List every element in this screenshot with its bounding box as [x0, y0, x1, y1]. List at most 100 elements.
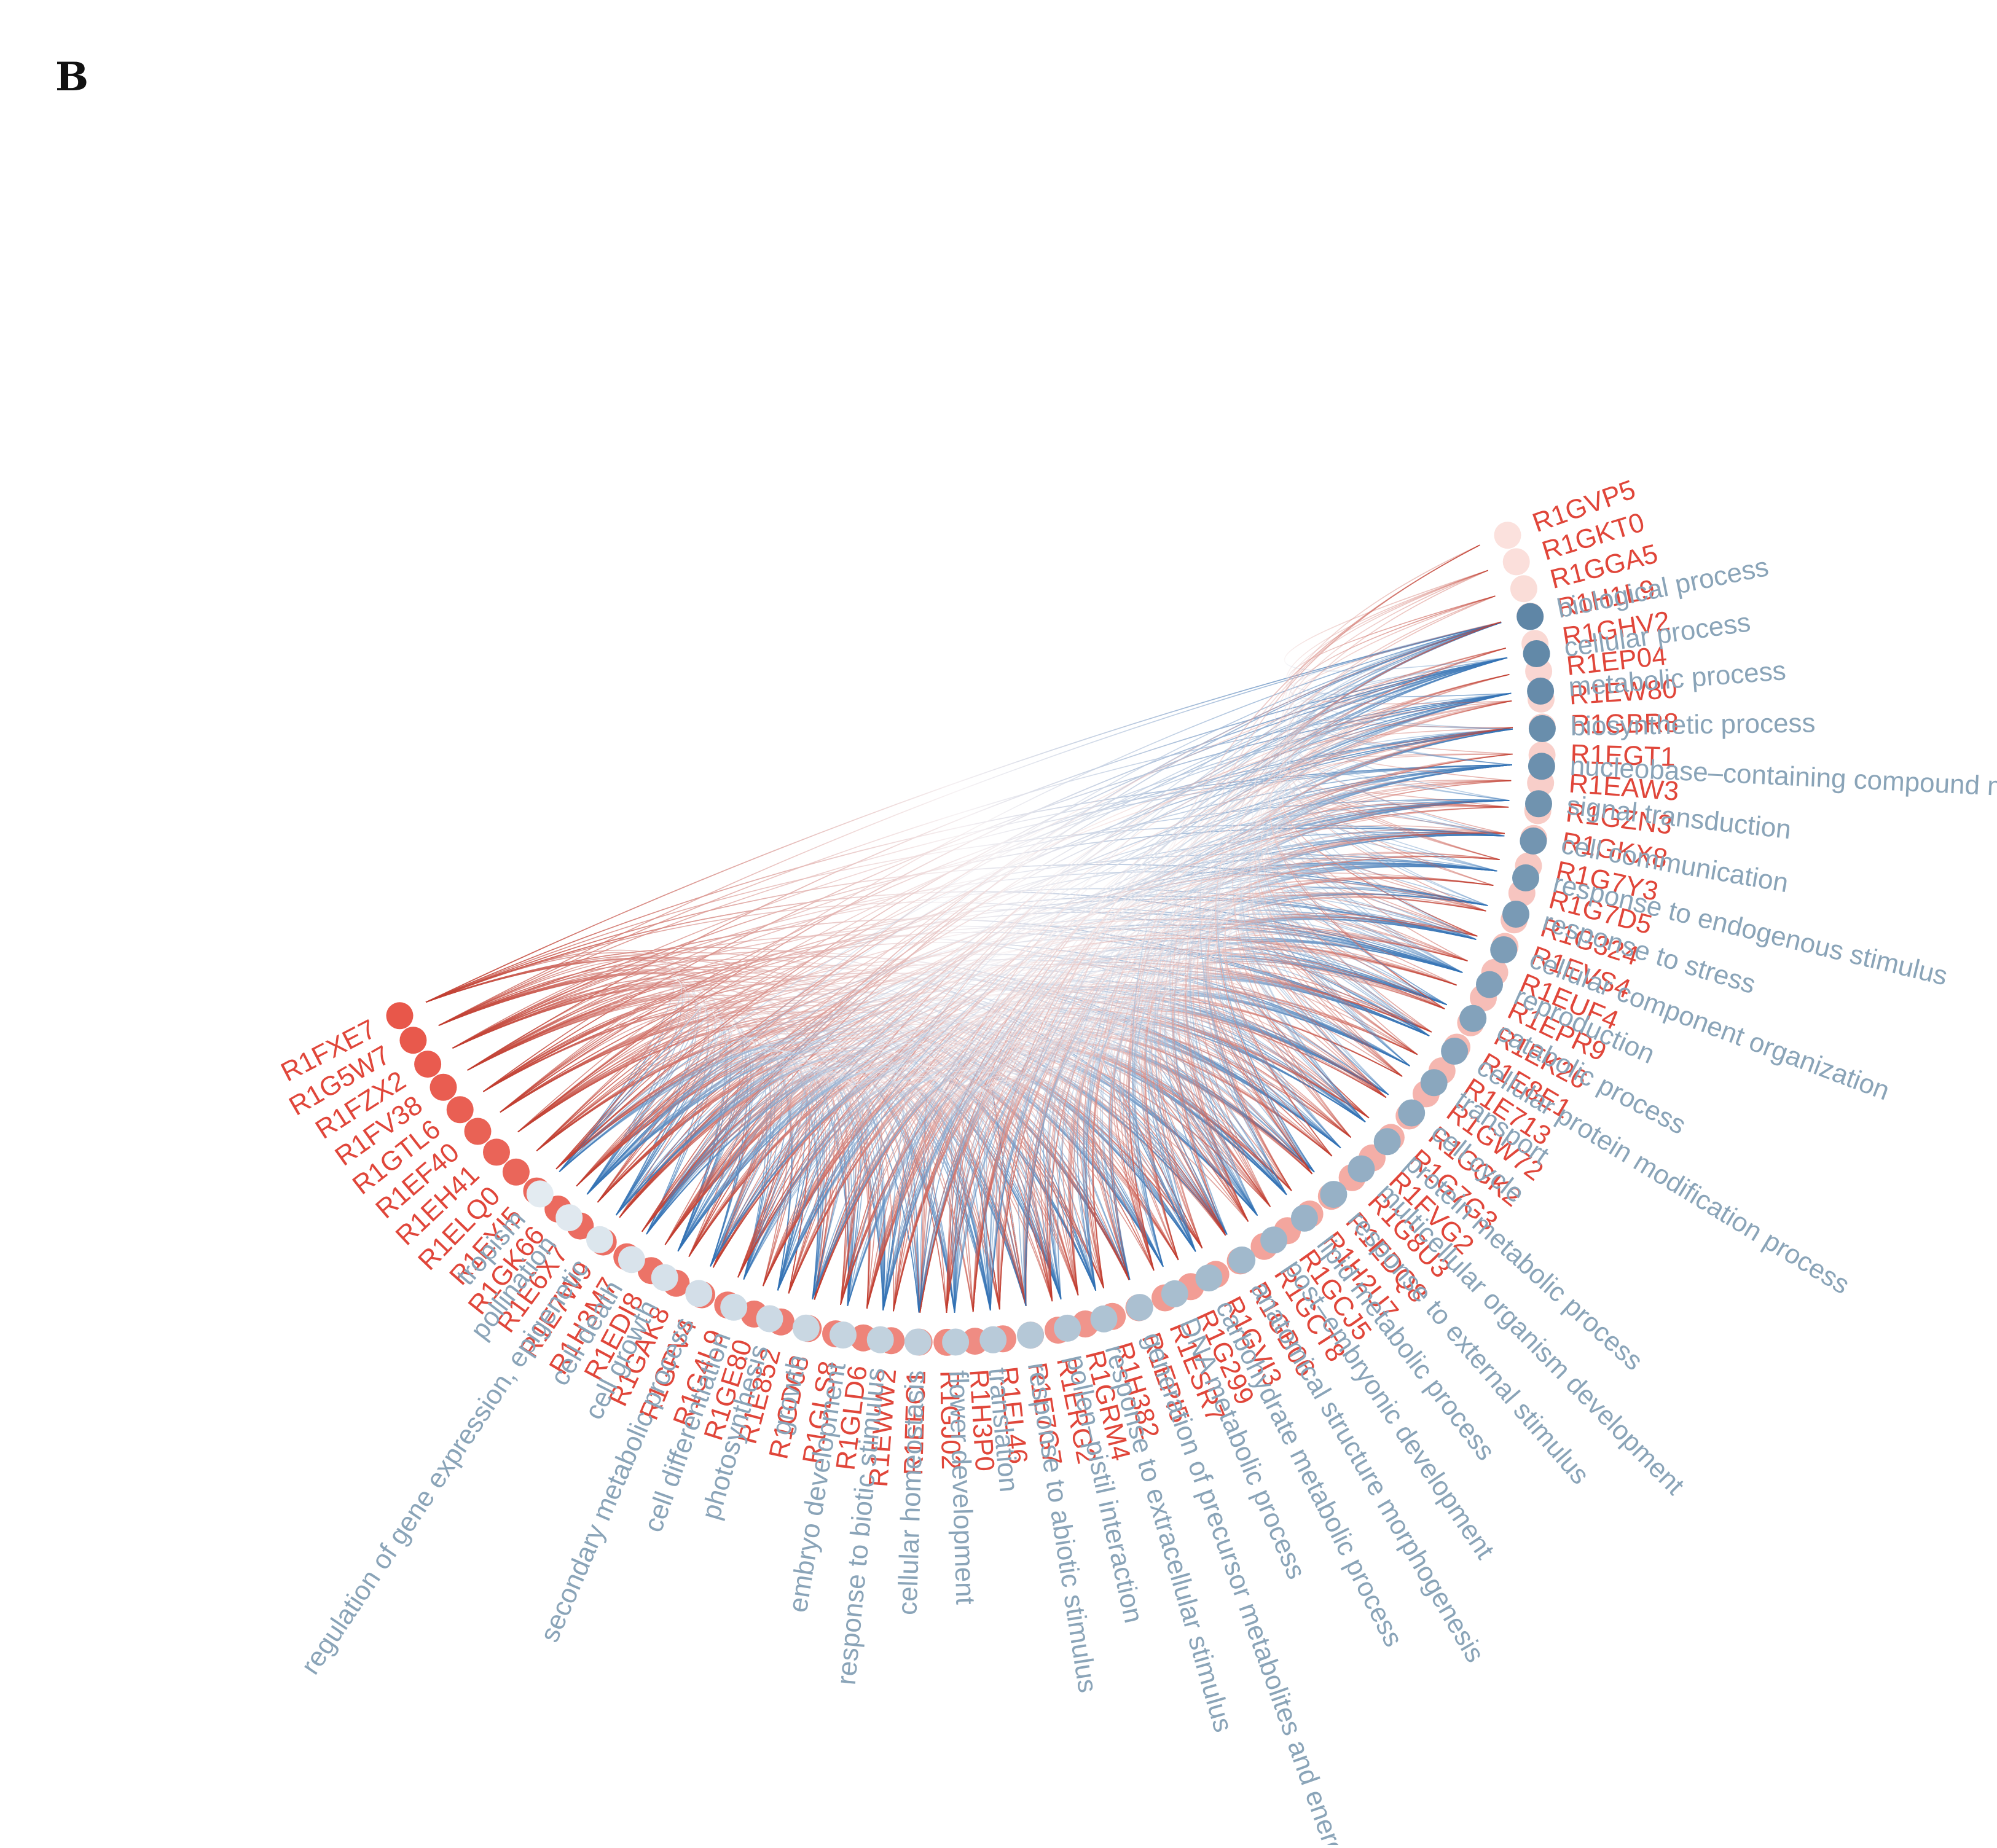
- network-link: [1150, 1019, 1313, 1216]
- go-term-node[interactable]: [618, 1246, 645, 1274]
- go-term-node[interactable]: [651, 1264, 678, 1291]
- gene-node[interactable]: [430, 1073, 457, 1101]
- network-link: [763, 1081, 1062, 1300]
- network-link: [712, 1069, 809, 1280]
- go-term-node[interactable]: [1161, 1280, 1188, 1307]
- network-link: [1272, 544, 1480, 940]
- go-term-node[interactable]: [1520, 827, 1547, 855]
- go-term-node[interactable]: [866, 1326, 894, 1353]
- gene-label: R1H3P0: [963, 1368, 1000, 1472]
- go-term-node[interactable]: [1320, 1181, 1348, 1208]
- go-term-node[interactable]: [1459, 1004, 1487, 1032]
- go-term-node[interactable]: [792, 1314, 820, 1342]
- gene-node[interactable]: [502, 1158, 530, 1186]
- go-term-node[interactable]: [1528, 715, 1556, 742]
- network-link: [646, 965, 1432, 1235]
- go-term-node[interactable]: [904, 1328, 932, 1356]
- network-link: [1278, 570, 1489, 906]
- network-link: [743, 1075, 1105, 1289]
- gene-node[interactable]: [446, 1096, 474, 1124]
- network-link: [438, 918, 1430, 1036]
- gene-node[interactable]: [386, 1002, 414, 1030]
- go-term-node[interactable]: [555, 1204, 583, 1232]
- go-term-node[interactable]: [1017, 1321, 1044, 1349]
- gene-node[interactable]: [1510, 575, 1537, 603]
- network-link: [866, 692, 1512, 1309]
- network-link: [688, 1069, 818, 1291]
- network-link: [918, 1020, 1370, 1313]
- gene-label: R1EW80: [1568, 674, 1678, 711]
- gene-node[interactable]: [1494, 522, 1521, 549]
- network-link: [536, 764, 1512, 1151]
- network-link: [1269, 657, 1508, 1009]
- network-link: [1132, 544, 1480, 1267]
- go-term-node[interactable]: [979, 1326, 1007, 1353]
- go-term-node[interactable]: [1527, 677, 1555, 705]
- go-term-node[interactable]: [720, 1293, 748, 1321]
- go-term-node[interactable]: [1090, 1305, 1118, 1333]
- gene-node[interactable]: [399, 1027, 427, 1054]
- network-link: [1146, 984, 1410, 1249]
- network-link: [954, 832, 1505, 1313]
- go-term-node[interactable]: [1516, 603, 1544, 630]
- go-term-node[interactable]: [1476, 971, 1503, 998]
- go-term-node[interactable]: [586, 1226, 613, 1253]
- network-link: [646, 1066, 870, 1309]
- network-link: [517, 622, 1502, 1133]
- network-link: [425, 901, 1447, 1006]
- network-link: [467, 942, 1410, 1071]
- go-term-node[interactable]: [1420, 1069, 1448, 1097]
- go-term-node[interactable]: [1228, 1246, 1256, 1274]
- go-term-node[interactable]: [1398, 1099, 1426, 1127]
- network-link: [710, 1078, 1000, 1310]
- network-link: [1024, 988, 1418, 1306]
- network-link: [500, 992, 697, 1195]
- network-link: [1247, 830, 1505, 1098]
- panel-label: B: [55, 54, 89, 100]
- network-link: [1083, 947, 1457, 1291]
- go-term-node[interactable]: [1441, 1038, 1469, 1065]
- go-term-node[interactable]: [526, 1180, 554, 1208]
- gene-node[interactable]: [464, 1118, 492, 1145]
- network-link: [1285, 570, 1513, 730]
- go-term-node[interactable]: [1126, 1294, 1153, 1321]
- go-term-node[interactable]: [830, 1321, 857, 1349]
- network-link: [847, 1070, 1203, 1306]
- go-term-node[interactable]: [756, 1305, 783, 1333]
- network-link: [1051, 1026, 1352, 1300]
- go-term-node[interactable]: [942, 1328, 970, 1356]
- go-term-node[interactable]: [1373, 1128, 1401, 1156]
- go-term-node[interactable]: [1512, 864, 1539, 891]
- network-link: [616, 892, 1486, 1216]
- network-link: [1207, 931, 1457, 1173]
- network-link: [1274, 621, 1502, 973]
- go-term-node[interactable]: [1260, 1226, 1288, 1254]
- network-link: [1207, 800, 1510, 1191]
- network-link: [586, 1038, 758, 1257]
- network-link: [677, 1064, 1130, 1280]
- go-term-node[interactable]: [1195, 1264, 1223, 1292]
- gene-node[interactable]: [483, 1138, 510, 1166]
- go-term-node[interactable]: [1525, 790, 1552, 818]
- go-term-node[interactable]: [1523, 640, 1550, 667]
- network-link: [1257, 674, 1510, 1067]
- network-link: [536, 1006, 706, 1195]
- go-term-node[interactable]: [1502, 901, 1529, 928]
- network-link: [882, 780, 1512, 1311]
- go-term-node[interactable]: [1054, 1314, 1081, 1342]
- go-term-node[interactable]: [1290, 1204, 1318, 1232]
- go-term-node[interactable]: [1528, 753, 1555, 780]
- network-link: [517, 918, 1463, 1133]
- network-link: [710, 1066, 1155, 1271]
- go-term-node[interactable]: [1348, 1155, 1375, 1183]
- go-term-node[interactable]: [685, 1280, 713, 1307]
- go-term-node[interactable]: [1490, 936, 1518, 963]
- gene-node[interactable]: [1502, 548, 1530, 576]
- network-link: [1112, 1046, 1249, 1252]
- network-link: [586, 1051, 847, 1305]
- gene-node[interactable]: [414, 1051, 442, 1078]
- network-link: [619, 1055, 807, 1291]
- network-link: [954, 1011, 1387, 1313]
- network-link: [586, 872, 1494, 1195]
